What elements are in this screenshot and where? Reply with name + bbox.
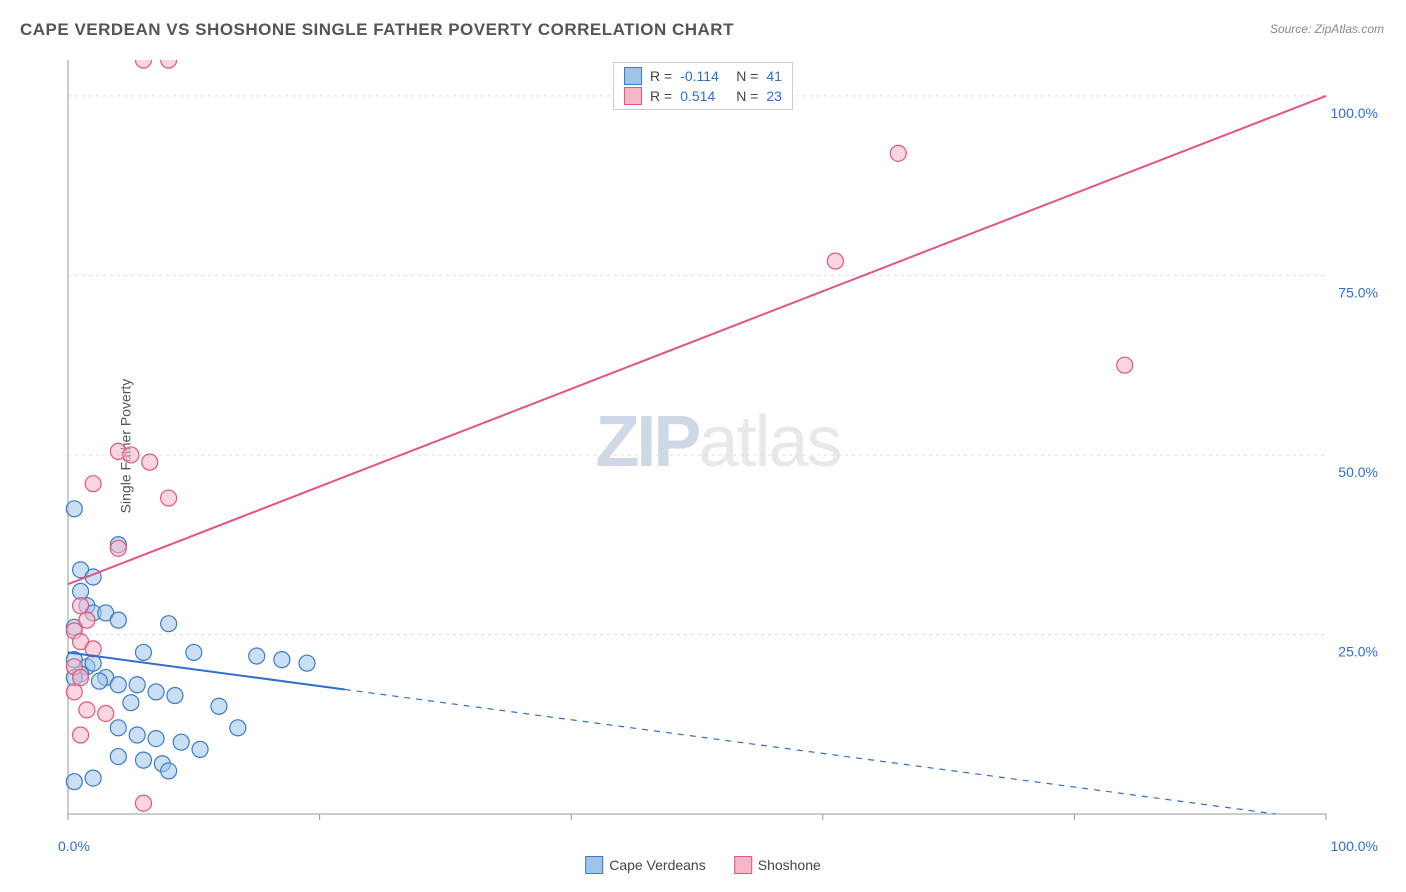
source-name: ZipAtlas.com (1315, 22, 1384, 36)
scatter-chart: 25.0% 50.0% 75.0% 100.0% (50, 60, 1386, 832)
legend-label: Shoshone (758, 857, 821, 873)
stats-n-value: 41 (766, 68, 782, 84)
legend-label: Cape Verdeans (609, 857, 706, 873)
legend-item: Shoshone (734, 856, 821, 874)
svg-text:100.0%: 100.0% (1331, 105, 1378, 121)
x-axis-max-label: 100.0% (1331, 838, 1378, 854)
stats-r-value: 0.514 (680, 88, 728, 104)
legend-swatch (585, 856, 603, 874)
stats-n-value: 23 (766, 88, 782, 104)
stats-swatch (624, 67, 642, 85)
stats-row: R = 0.514 N = 23 (624, 87, 782, 105)
chart-title: CAPE VERDEAN VS SHOSHONE SINGLE FATHER P… (20, 20, 734, 40)
stats-swatch (624, 87, 642, 105)
chart-legend: Cape Verdeans Shoshone (585, 856, 821, 874)
stats-n-label: N = (736, 68, 758, 84)
stats-r-value: -0.114 (680, 68, 728, 84)
svg-text:25.0%: 25.0% (1338, 643, 1378, 659)
stats-row: R = -0.114 N = 41 (624, 67, 782, 85)
stats-r-label: R = (650, 88, 672, 104)
x-axis-min-label: 0.0% (58, 838, 90, 854)
stats-box: R = -0.114 N = 41 R = 0.514 N = 23 (613, 62, 793, 110)
chart-source: Source: ZipAtlas.com (1270, 22, 1384, 36)
stats-n-label: N = (736, 88, 758, 104)
stats-r-label: R = (650, 68, 672, 84)
plot-area: Single Father Poverty ZIPatlas 25.0%50.0… (50, 60, 1386, 832)
svg-text:75.0%: 75.0% (1338, 284, 1378, 300)
source-prefix: Source: (1270, 22, 1315, 36)
legend-swatch (734, 856, 752, 874)
legend-item: Cape Verdeans (585, 856, 706, 874)
svg-text:50.0%: 50.0% (1338, 464, 1378, 480)
